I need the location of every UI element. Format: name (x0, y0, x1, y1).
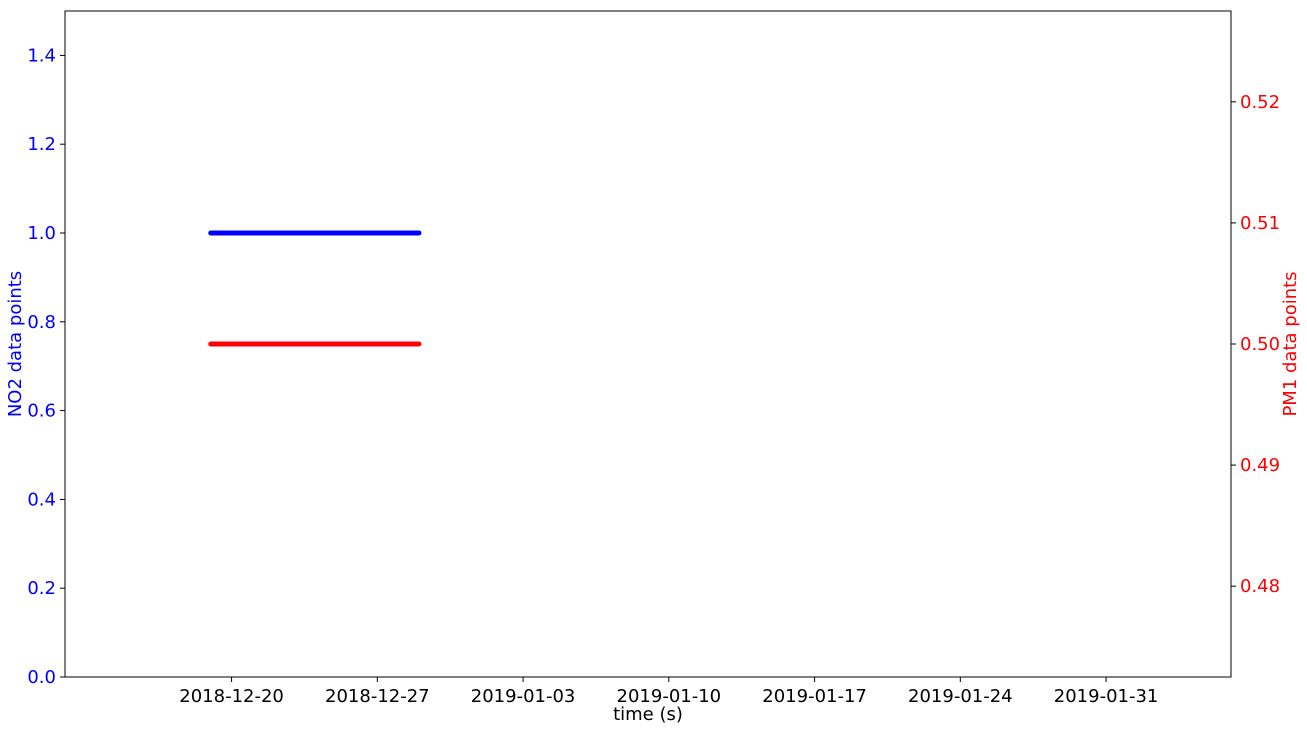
right-y-tick-label: 0.48 (1240, 576, 1280, 597)
x-tick-label: 2019-01-31 (1054, 686, 1159, 707)
left-y-tick-label: 0.8 (27, 312, 56, 333)
right-y-tick-label: 0.49 (1240, 455, 1280, 476)
left-y-tick-label: 0.0 (27, 667, 56, 688)
right-y-tick-label: 0.52 (1240, 92, 1280, 113)
x-tick-label: 2019-01-24 (908, 686, 1013, 707)
left-y-tick-label: 1.0 (27, 223, 56, 244)
left-y-tick-label: 0.2 (27, 578, 56, 599)
x-tick-label: 2019-01-10 (617, 686, 722, 707)
right-y-axis-ticks: 0.48 0.49 0.50 0.51 0.52 (1231, 92, 1280, 597)
left-y-tick-label: 1.2 (27, 134, 56, 155)
x-tick-label: 2019-01-03 (471, 686, 576, 707)
left-y-tick-label: 0.4 (27, 489, 56, 510)
right-y-axis-label: PM1 data points (1280, 271, 1301, 416)
x-axis-label: time (s) (613, 704, 683, 725)
x-axis-ticks: 2018-12-20 2018-12-27 2019-01-03 2019-01-10… (179, 677, 1158, 707)
left-y-axis-ticks: 0.0 0.2 0.4 0.6 0.8 1.0 1.2 1.4 (27, 45, 65, 688)
series-layer (208, 230, 422, 347)
left-y-tick-label: 0.6 (27, 401, 56, 422)
x-tick-label: 2018-12-20 (179, 686, 284, 707)
left-y-tick-label: 1.4 (27, 45, 56, 66)
right-y-tick-label: 0.50 (1240, 334, 1280, 355)
x-tick-label: 2019-01-17 (762, 686, 867, 707)
left-y-axis-label: NO2 data points (5, 271, 26, 417)
x-tick-label: 2018-12-27 (325, 686, 430, 707)
right-y-tick-label: 0.51 (1240, 213, 1280, 234)
